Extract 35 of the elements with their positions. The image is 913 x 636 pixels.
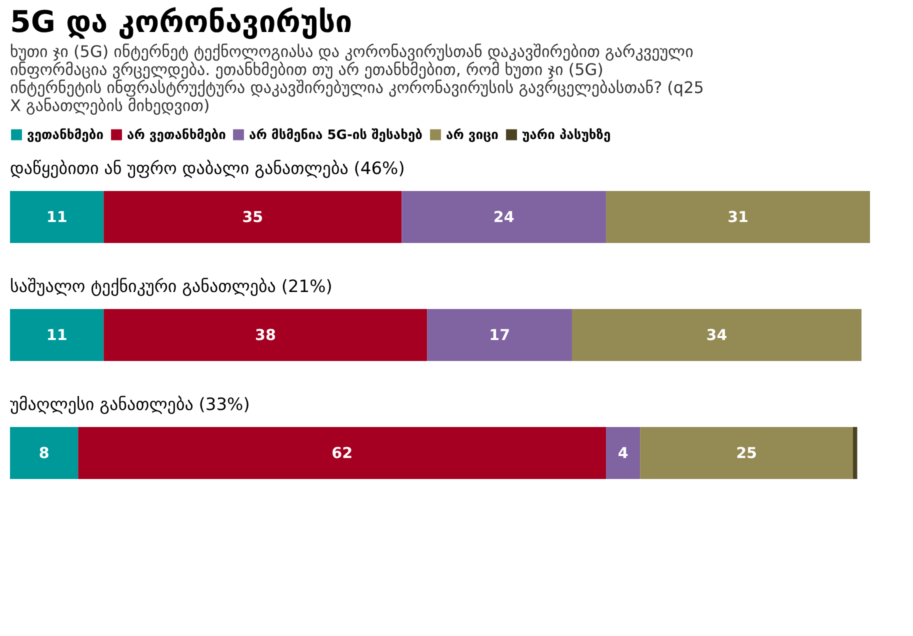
bar: [572, 309, 862, 361]
data-label: 8: [38, 444, 50, 462]
bar: [78, 427, 606, 479]
bar: [10, 309, 104, 361]
bar: [606, 191, 870, 243]
data-label: 11: [46, 326, 68, 344]
legend-label: არ მსმენია 5G-ის შესახებ: [249, 128, 423, 143]
bar: [402, 191, 606, 243]
bar: [10, 191, 104, 243]
y-tick-label: დაწყებითი ან უფრო დაბალი განათლება (46%): [10, 159, 405, 179]
legend-label: არ ვეთანხმები: [127, 128, 226, 143]
data-label: 31: [728, 208, 748, 226]
data-label: 25: [736, 444, 757, 462]
bar: [104, 191, 402, 243]
bar: [640, 427, 853, 479]
data-label: 4: [618, 444, 628, 462]
bar: [606, 427, 640, 479]
legend-label: არ ვიცი: [446, 128, 498, 143]
y-tick-label: უმაღლესი განათლება (33%): [10, 395, 250, 415]
chart-subtitle: ხუთი ჯი (5G) ინტერნეტ ტექნოლოგიასა და კორონავირუსთან დაკავშირებით გარკვეული ინფორმაცია ვრცელდება. ეთანხმებით თუ არ ეთანხმებით, რომ ხუთი ჯი (5G) ინტერნეტის ინფრასტრუქტურა დაკავშირებულია კორონავირუსის გავრცელებასთან? (q25 X განათლების მიხედვით): [10, 42, 704, 115]
data-label: 38: [255, 326, 276, 344]
data-label: 35: [242, 208, 264, 226]
data-label: 11: [46, 208, 68, 226]
data-label: 34: [706, 326, 728, 344]
legend-label: უარი პასუხზე: [522, 128, 611, 143]
chart-title: 5G და კორონავირუსი: [10, 5, 352, 40]
bar: [10, 427, 78, 479]
data-label: 62: [332, 444, 353, 462]
legend-label: ვეთანხმები: [27, 128, 104, 143]
data-label: 17: [489, 326, 510, 344]
data-label: 24: [493, 208, 514, 226]
bar: [852, 427, 858, 479]
y-tick-label: საშუალო ტექნიკური განათლება (21%): [10, 277, 332, 297]
bar: [427, 309, 572, 361]
bar: [104, 309, 428, 361]
